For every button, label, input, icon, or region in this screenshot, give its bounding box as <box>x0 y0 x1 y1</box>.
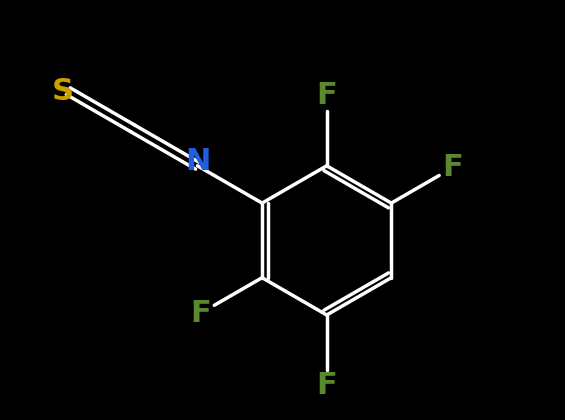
Text: F: F <box>442 153 463 182</box>
Text: F: F <box>316 371 337 400</box>
Text: S: S <box>52 77 74 106</box>
Text: N: N <box>185 147 210 176</box>
Text: F: F <box>190 299 211 328</box>
Text: F: F <box>316 81 337 110</box>
